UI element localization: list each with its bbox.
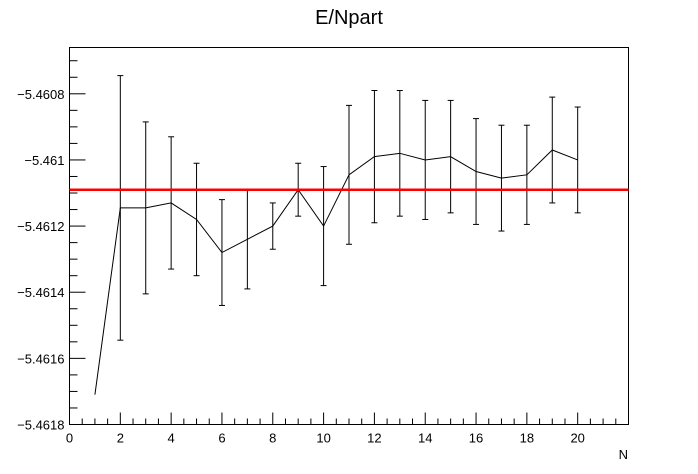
y-tick-label: −5.461: [24, 153, 64, 168]
x-tick-label: 8: [269, 431, 276, 446]
x-tick-label: 16: [469, 431, 483, 446]
y-tick-label: −5.4612: [17, 219, 64, 234]
x-tick-labels: 0 2 4 6 8 10 12 14 16 18 20: [66, 431, 585, 446]
series-layer: [94, 149, 578, 395]
x-tick-label: 10: [316, 431, 330, 446]
x-tick-label: 2: [117, 431, 124, 446]
x-axis-title: N: [619, 447, 628, 462]
chart-title: E/Npart: [315, 7, 383, 29]
y-tick-label: −5.4614: [17, 285, 64, 300]
x-tick-label: 6: [218, 431, 225, 446]
y-tick-label: −5.4618: [17, 418, 64, 433]
x-tick-label: 14: [418, 431, 432, 446]
y-tick-label: −5.4616: [17, 351, 64, 366]
x-axis: [69, 412, 629, 425]
x-tick-label: 12: [367, 431, 381, 446]
y-tick-label: −5.4608: [17, 87, 64, 102]
y-axis: [69, 60, 86, 425]
x-tick-label: 0: [66, 431, 73, 446]
x-tick-label: 4: [168, 431, 175, 446]
x-tick-label: 20: [570, 431, 584, 446]
series-line: [94, 149, 578, 395]
error-bars: [117, 75, 581, 341]
x-tick-label: 18: [520, 431, 534, 446]
y-tick-labels: −5.4618 −5.4616 −5.4614 −5.4612 −5.461 −5.460…: [17, 87, 64, 433]
